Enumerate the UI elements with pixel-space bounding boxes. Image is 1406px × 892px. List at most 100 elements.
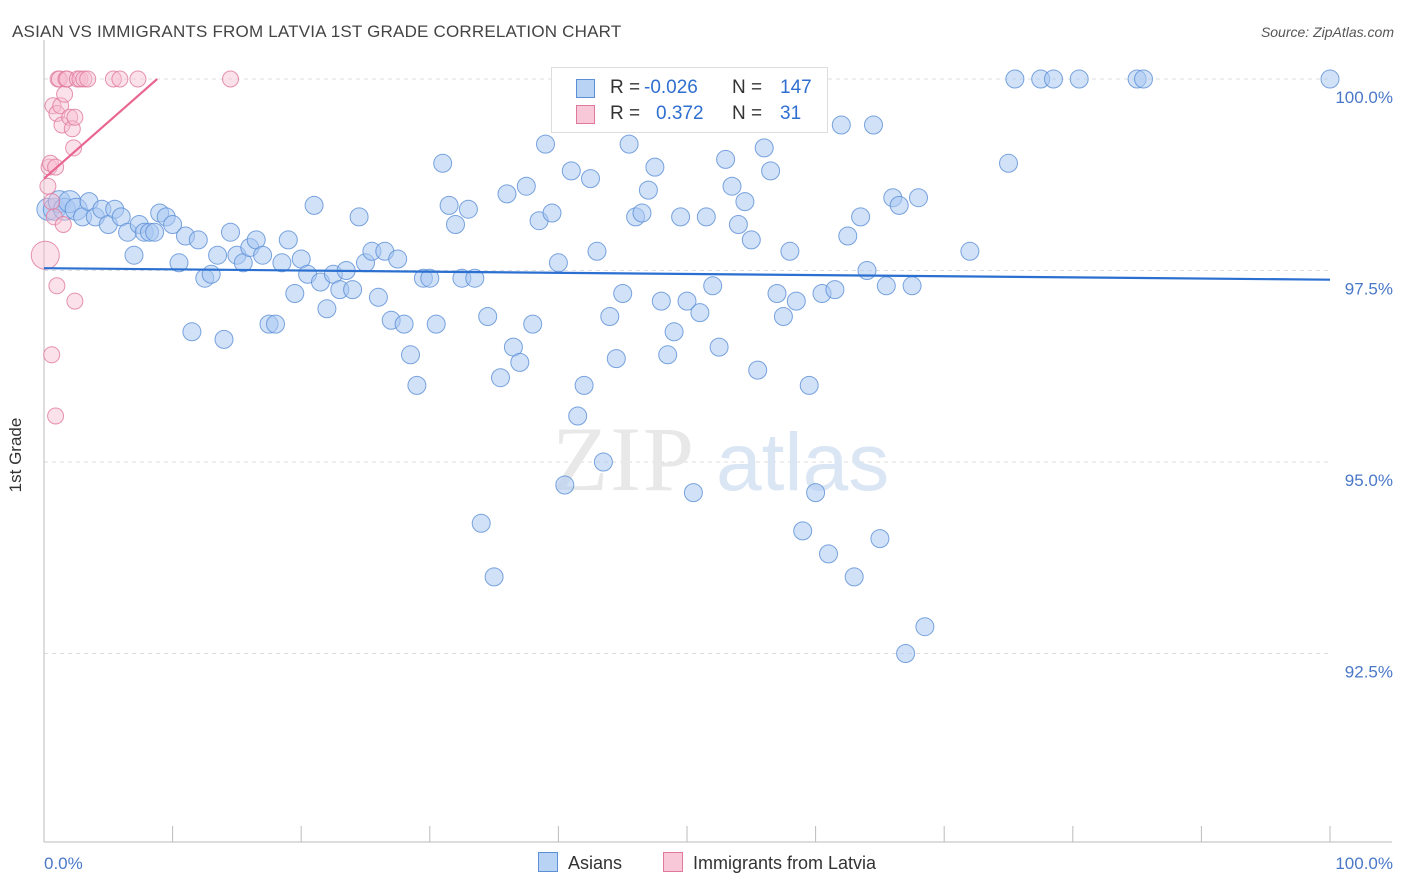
- gridlines: [44, 78, 1330, 654]
- asian-point: [394, 314, 414, 334]
- latvia-swatch: [576, 105, 595, 124]
- asian-point: [613, 284, 633, 303]
- asian-point: [806, 483, 826, 503]
- asian-point: [638, 180, 658, 200]
- source-label: Source: ZipAtlas.com: [1260, 24, 1394, 40]
- asian-point: [317, 299, 337, 319]
- asian-point: [716, 149, 736, 169]
- asian-point: [208, 245, 228, 265]
- asians-legend-swatch: [538, 852, 558, 872]
- asian-point: [581, 169, 600, 189]
- asian-point: [478, 307, 498, 326]
- asian-point: [285, 284, 305, 303]
- latvia-point: [104, 70, 122, 88]
- asian-point: [587, 241, 607, 261]
- bottom-legend-latvia: Immigrants from Latvia: [663, 852, 876, 874]
- asian-point: [458, 199, 478, 219]
- asian-point: [1069, 69, 1089, 89]
- asian-point: [1320, 69, 1340, 89]
- asian-point: [1134, 69, 1153, 89]
- latvia-point: [47, 407, 65, 425]
- asian-point: [696, 207, 716, 227]
- asian-point: [722, 176, 742, 196]
- asian-point: [741, 230, 761, 250]
- y-tick-label-3: 92.5%: [1345, 663, 1393, 682]
- asian-point: [619, 134, 639, 154]
- watermark: ZIP atlas: [552, 408, 889, 510]
- asian-point: [278, 230, 298, 250]
- asians-swatch: [576, 79, 595, 98]
- asian-point: [574, 375, 594, 395]
- watermark-atlas: atlas: [716, 417, 889, 508]
- asian-point: [671, 207, 691, 227]
- r-label: R =: [610, 103, 641, 124]
- trend-lines: [43, 78, 1331, 281]
- y-tick-label-2: 95.0%: [1345, 471, 1393, 490]
- latvia-point: [79, 70, 97, 88]
- asian-point: [343, 280, 363, 300]
- asian-point: [542, 203, 562, 223]
- asian-point: [471, 513, 491, 533]
- asian-point: [188, 230, 208, 250]
- asian-point: [651, 291, 671, 311]
- asian-point: [1044, 69, 1063, 89]
- asian-point: [844, 567, 864, 587]
- asian-point: [889, 195, 909, 215]
- latvia-point: [222, 70, 239, 88]
- asian-point: [221, 222, 240, 242]
- asian-point: [799, 375, 819, 395]
- asian-point: [446, 215, 465, 234]
- asian-point: [593, 452, 613, 472]
- asian-point: [182, 322, 202, 342]
- asian-point: [999, 153, 1018, 173]
- latvia-trend-line: [43, 78, 158, 180]
- asian-point: [272, 253, 292, 273]
- x-tick-label-max: 100.0%: [1335, 854, 1393, 873]
- latvia-legend-swatch: [663, 852, 683, 872]
- asian-point: [825, 280, 845, 300]
- bottom-legend-asians: Asians: [538, 852, 622, 874]
- asian-point: [780, 241, 800, 261]
- latvia-point: [65, 139, 83, 157]
- n-value: 147: [780, 77, 812, 98]
- asian-point: [838, 226, 858, 246]
- asian-point: [902, 276, 922, 296]
- n-label: N =: [732, 77, 763, 98]
- asian-point: [304, 195, 324, 215]
- asian-point: [870, 529, 890, 549]
- latvia-point: [30, 240, 60, 270]
- asian-point: [773, 307, 793, 326]
- asian-point: [561, 161, 581, 181]
- latvia-point: [129, 70, 147, 88]
- asian-point: [761, 161, 781, 181]
- asian-point: [368, 287, 388, 307]
- asian-point: [426, 314, 446, 334]
- asian-point: [163, 215, 183, 234]
- asian-point: [735, 192, 755, 212]
- asian-point: [523, 314, 543, 334]
- asian-point: [703, 276, 723, 296]
- n-value: 31: [780, 103, 802, 124]
- r-value: 0.372: [656, 103, 704, 124]
- asian-point: [709, 337, 729, 357]
- asian-point: [555, 475, 575, 495]
- asian-point: [510, 352, 530, 372]
- asian-point: [491, 368, 510, 388]
- latvia-point: [66, 292, 84, 310]
- asian-point: [433, 153, 453, 173]
- asian-point: [349, 207, 369, 227]
- latvia-points: [30, 70, 239, 425]
- asian-point: [690, 303, 710, 323]
- asian-point: [606, 349, 626, 369]
- asian-point: [266, 314, 285, 334]
- latvia-point: [66, 108, 84, 126]
- asian-point: [201, 264, 221, 284]
- asian-point: [645, 157, 665, 177]
- asian-point: [831, 115, 851, 135]
- asian-point: [754, 138, 774, 158]
- asian-point: [664, 322, 684, 342]
- asian-point: [1005, 69, 1025, 89]
- asian-point: [728, 215, 748, 234]
- asian-point: [439, 195, 459, 215]
- latvia-point: [39, 177, 57, 195]
